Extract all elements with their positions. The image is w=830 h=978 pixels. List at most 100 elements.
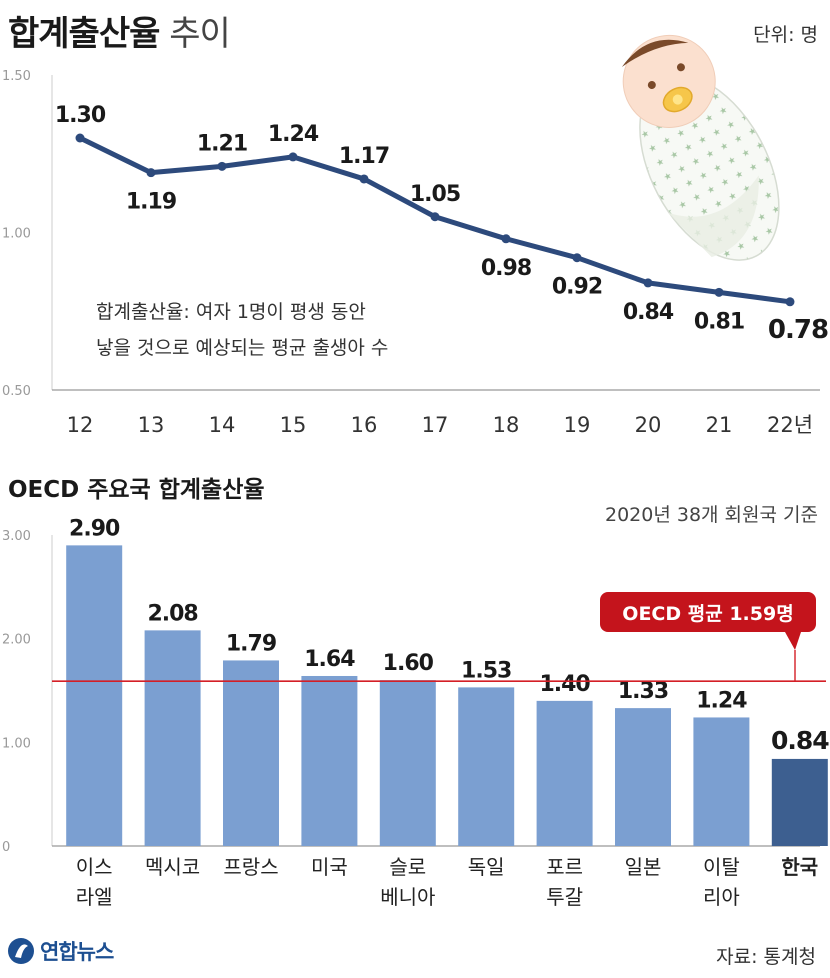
line-value-label: 0.98	[481, 256, 531, 281]
callout-box	[600, 592, 816, 632]
line-y-axis: 1.50 1.00 0.50	[2, 69, 31, 399]
line-point	[217, 161, 227, 171]
line-chart: 1.50 1.00 0.50 1.30 1.19 1.21 1.24 1.17 1.05 0.9…	[2, 34, 829, 437]
bar-category-label: 한국	[781, 855, 818, 879]
line-y-tick: 0.50	[2, 384, 31, 399]
bar-y-tick: 0	[2, 840, 10, 855]
line-x-tick: 12	[67, 413, 94, 437]
bar-value-label: 1.60	[383, 651, 434, 676]
bar-value-label: 2.90	[69, 516, 120, 541]
line-value-label: 0.92	[552, 275, 602, 300]
bar	[301, 675, 358, 846]
definition-note-line: 낳을 것으로 예상되는 평균 출생아 수	[96, 337, 388, 359]
title-main: 합계출산율	[8, 14, 160, 54]
bar-y-tick: 2.00	[2, 633, 31, 648]
bar-chart-title: OECD 주요국 합계출산율	[8, 477, 265, 503]
definition-note-line: 합계출산율: 여자 1명이 평생 동안	[96, 301, 366, 323]
line-x-tick: 16	[351, 413, 378, 437]
bar	[223, 660, 279, 846]
line-y-tick: 1.00	[2, 227, 31, 242]
bar-value-label: 1.33	[618, 679, 668, 704]
bar-category-label: 투갈	[546, 885, 583, 909]
callout-pointer	[785, 632, 801, 650]
bar-chart: 3.00 2.00 1.00 0 2.90 2.08 1.79 1.64 1.60 1.53 1.…	[2, 516, 830, 909]
bar-category-label: 리아	[703, 885, 740, 909]
bar-y-tick: 3.00	[2, 529, 31, 544]
line-value-label: 1.30	[55, 103, 106, 128]
bars	[66, 545, 828, 846]
bar-value-label: 1.79	[226, 631, 276, 656]
line-point	[359, 174, 369, 184]
bar-value-label: 1.53	[461, 658, 511, 683]
bar-value-label: 1.64	[304, 647, 355, 672]
bar-y-axis: 3.00 2.00 1.00 0	[2, 529, 31, 855]
line-point	[75, 133, 85, 143]
line-value-label: 0.78	[768, 315, 828, 345]
line-point	[714, 287, 724, 297]
oecd-average-callout: OECD 평균 1.59명	[600, 592, 816, 682]
line-x-tick: 20	[635, 413, 662, 437]
bar	[615, 708, 671, 846]
line-x-tick: 14	[209, 413, 236, 437]
bar-value-label: 1.40	[539, 672, 590, 697]
line-y-tick: 1.50	[2, 69, 31, 84]
unit-label: 단위: 명	[753, 24, 818, 46]
line-value-label: 1.05	[410, 182, 460, 207]
bar-value-label: 2.08	[147, 601, 197, 626]
bar-chart-subtitle: 2020년 38개 회원국 기준	[604, 504, 818, 526]
line-point	[146, 168, 156, 178]
line-point	[785, 297, 795, 307]
line-value-label: 0.84	[623, 300, 674, 325]
line-value-label: 0.81	[694, 309, 744, 334]
line-x-axis: 12 13 14 15 16 17 18 19 20 21 22년	[67, 413, 813, 437]
bar	[536, 700, 593, 846]
bar-category-label: 프랑스	[223, 855, 278, 879]
line-value-label: 1.17	[339, 144, 389, 169]
baby-illustration: ★	[621, 34, 780, 261]
line-x-tick: 18	[493, 413, 520, 437]
source-label: 자료: 통계청	[716, 946, 816, 968]
line-value-labels: 1.30 1.19 1.21 1.24 1.17 1.05 0.98 0.92 0.84 0.81…	[55, 103, 829, 345]
yonhap-logo: 연합뉴스	[6, 934, 114, 968]
bar	[144, 630, 201, 846]
bar-y-tick: 1.00	[2, 736, 31, 751]
bar	[66, 545, 123, 846]
bar	[771, 758, 828, 846]
line-value-label: 1.24	[268, 122, 319, 147]
bar-value-label: 1.24	[696, 688, 747, 713]
yonhap-logo-icon	[8, 938, 34, 964]
line-points	[75, 133, 795, 307]
bar-value-labels: 2.90 2.08 1.79 1.64 1.60 1.53 1.40 1.33 1.24 0.84	[69, 516, 830, 755]
bar-category-label: 이탈	[703, 855, 740, 879]
line-point	[643, 278, 653, 288]
bar	[379, 680, 436, 846]
bar-category-label: 멕시코	[145, 855, 200, 879]
bar	[693, 717, 750, 846]
bar-category-label: 포르	[546, 855, 583, 879]
line-point	[430, 212, 440, 222]
page-title: 합계출산율 추이	[8, 6, 231, 55]
line-x-tick: 22년	[767, 413, 813, 437]
bar-value-label: 0.84	[771, 726, 829, 755]
bar-category-label: 슬로	[389, 855, 426, 879]
callout-text: OECD 평균 1.59명	[622, 603, 793, 625]
yonhap-logo-text: 연합뉴스	[40, 940, 114, 964]
line-point	[501, 234, 511, 244]
bar-category-label: 라엘	[76, 885, 113, 909]
bar-category-label: 독일	[468, 855, 505, 879]
bar-category-label: 일본	[625, 855, 662, 879]
line-x-tick: 21	[706, 413, 733, 437]
line-point	[288, 152, 298, 162]
line-value-label: 1.19	[126, 190, 176, 215]
line-x-tick: 17	[422, 413, 449, 437]
bar	[458, 687, 515, 846]
title-suffix: 추이	[159, 14, 231, 54]
bar-category-label: 미국	[311, 855, 348, 879]
line-point	[572, 253, 582, 263]
line-x-tick: 15	[280, 413, 307, 437]
line-x-tick: 19	[564, 413, 591, 437]
bar-category-label: 베니아	[380, 885, 435, 909]
line-value-label: 1.21	[197, 131, 247, 156]
